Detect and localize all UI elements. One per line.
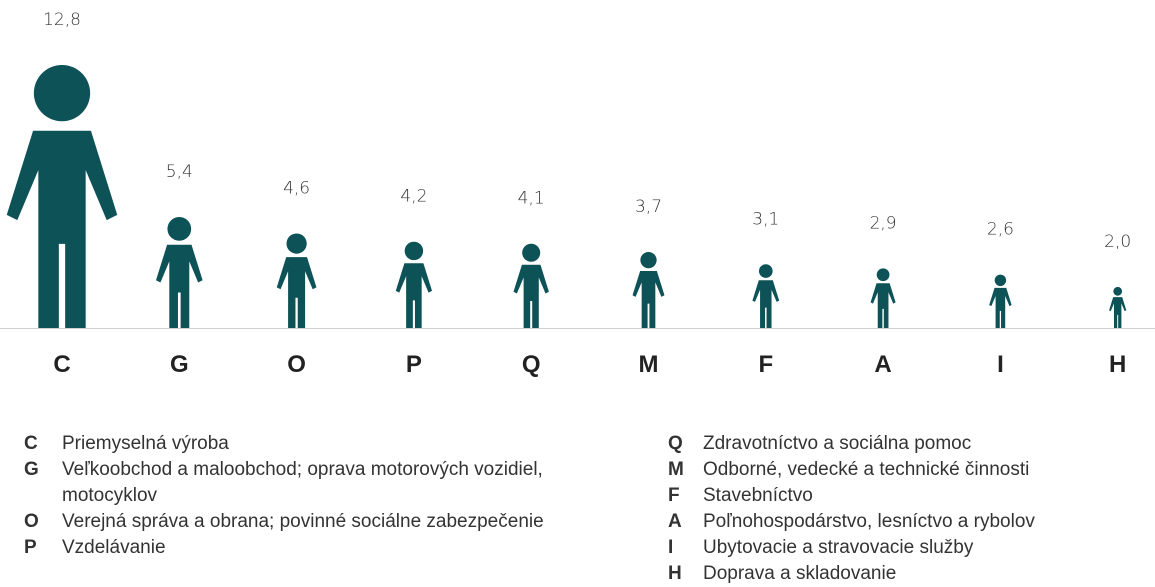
category-label: G	[170, 351, 189, 378]
legend-code: Q	[668, 433, 683, 454]
category-label: M	[639, 351, 659, 378]
legend-text: Odborné, vedecké a technické činnosti	[703, 459, 1030, 480]
legend-item: P Vzdelávanie	[24, 535, 584, 561]
value-label: 4,1	[518, 189, 545, 209]
legend-code: A	[668, 511, 682, 532]
value-label: 4,2	[400, 187, 427, 207]
legend-code: P	[24, 537, 37, 558]
person-icon	[1109, 286, 1127, 328]
legend-code: H	[668, 563, 682, 584]
person-icon	[155, 217, 203, 328]
person-body	[155, 244, 203, 328]
person-body	[989, 287, 1012, 328]
legend-item: F Stavebníctvo	[668, 483, 1148, 509]
legend-code: O	[24, 511, 39, 532]
legend-text: Ubytovacie a stravovacie služby	[703, 537, 974, 558]
person-body	[1109, 297, 1127, 328]
legend-text: Verejná správa a obrana; povinné sociáln…	[62, 511, 544, 532]
person-head	[286, 233, 307, 254]
value-label: 4,6	[283, 178, 310, 198]
person-icon	[632, 251, 665, 328]
value-label: 2,6	[987, 220, 1014, 240]
person-body	[395, 263, 433, 328]
legend-text: Poľnohospodárstvo, lesníctvo a rybolov	[703, 511, 1035, 532]
person-icon	[989, 274, 1012, 328]
person-body	[632, 270, 665, 328]
legend-item: O Verejná správa a obrana; povinné sociál…	[24, 509, 584, 535]
legend-code: C	[24, 433, 38, 454]
person-head	[167, 217, 192, 241]
person-head	[876, 268, 890, 282]
value-label: 3,1	[752, 209, 779, 229]
category-label: Q	[522, 351, 541, 378]
person-icon	[870, 268, 896, 328]
legend: C Priemyselná výroba G Veľkoobchod a maloob…	[24, 431, 584, 561]
person-body	[276, 257, 317, 328]
legend-code: F	[668, 485, 680, 506]
category-label: H	[1109, 351, 1126, 378]
person-head	[640, 251, 657, 269]
legend-item: Q Zdravotníctvo a sociálna pomoc	[668, 431, 1148, 457]
category-label: I	[997, 351, 1004, 378]
legend-text: Priemyselná výroba	[62, 433, 229, 454]
person-icon	[6, 64, 118, 328]
legend-text: Zdravotníctvo a sociálna pomoc	[703, 433, 972, 454]
legend-item: M Odborné, vedecké a technické činnosti	[668, 457, 1148, 483]
category-label: P	[406, 351, 422, 378]
person-head	[404, 241, 424, 261]
person-head	[994, 274, 1007, 287]
legend-item: I Ubytovacie a stravovacie služby	[668, 535, 1148, 561]
value-label: 5,4	[166, 162, 193, 182]
legend-text: Vzdelávanie	[62, 537, 166, 558]
value-label: 2,0	[1104, 232, 1131, 252]
person-head	[33, 64, 91, 122]
legend-code: M	[668, 459, 684, 480]
category-label: A	[874, 351, 891, 378]
legend-item: G Veľkoobchod a maloobchod; oprava motoro…	[24, 457, 584, 509]
legend-item: A Poľnohospodárstvo, lesníctvo a rybolov	[668, 509, 1148, 535]
legend-text: Veľkoobchod a maloobchod; oprava motorov…	[62, 459, 543, 506]
category-label: O	[287, 351, 306, 378]
legend-item: H Doprava a skladovanie	[668, 561, 1148, 587]
person-icon	[752, 264, 780, 328]
person-body	[6, 130, 118, 328]
value-label: 12,8	[43, 10, 81, 30]
value-label: 3,7	[635, 197, 662, 217]
person-body	[513, 264, 549, 328]
value-label: 2,9	[870, 213, 897, 233]
person-head	[1113, 286, 1123, 296]
legend-text: Stavebníctvo	[703, 485, 813, 506]
legend: Q Zdravotníctvo a sociálna pomoc M Odborné,…	[668, 431, 1148, 587]
person-icon	[276, 233, 317, 328]
person-icon	[395, 241, 433, 328]
person-head	[522, 243, 541, 262]
legend-item: C Priemyselná výroba	[24, 431, 584, 457]
legend-code: I	[668, 537, 674, 558]
chart: 12,8 C 5,4 G 4,6 O 4,2 P 4,1 Q 3,7 M 3,1 F 2,9 A 2,6 I 2,0…	[0, 10, 1155, 378]
legend-text: Doprava a skladovanie	[703, 563, 897, 584]
category-label: C	[53, 351, 70, 378]
person-icon	[513, 243, 549, 328]
category-label: F	[758, 351, 773, 378]
person-head	[758, 264, 773, 278]
person-body	[752, 280, 780, 328]
legend-code: G	[24, 459, 39, 480]
person-body	[870, 283, 896, 328]
